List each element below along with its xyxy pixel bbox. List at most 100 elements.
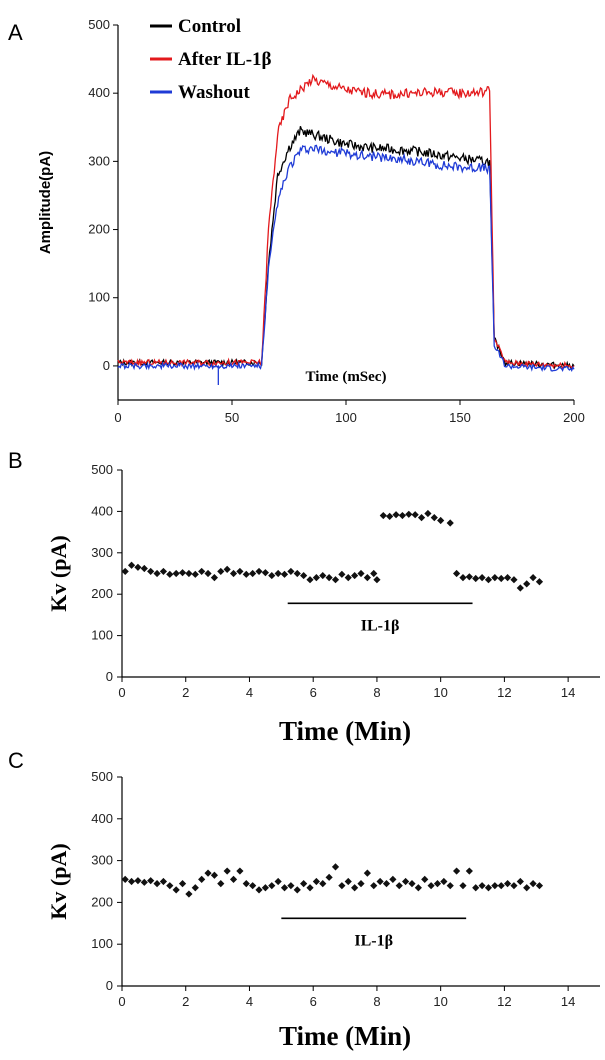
x-tick-label: 10 <box>433 994 447 1009</box>
data-point <box>217 879 225 888</box>
data-point <box>134 563 142 571</box>
data-point <box>491 882 499 890</box>
y-tick-label: 400 <box>88 85 110 100</box>
y-tick-label: 300 <box>88 153 110 168</box>
y-tick-label: 200 <box>91 586 113 601</box>
data-point <box>433 879 442 888</box>
data-point <box>172 569 180 578</box>
x-tick-label: 4 <box>246 685 253 700</box>
data-point <box>134 877 142 885</box>
data-point <box>472 574 480 583</box>
data-point <box>121 567 129 576</box>
data-point <box>503 574 512 582</box>
data-point <box>325 873 333 881</box>
data-point <box>411 511 419 519</box>
data-point <box>430 514 438 522</box>
data-point <box>280 884 289 892</box>
data-point <box>249 569 257 578</box>
data-point <box>408 879 416 888</box>
panel-label-b: B <box>8 448 23 473</box>
y-tick-label: 100 <box>91 936 113 951</box>
y-tick-label: 400 <box>91 811 113 826</box>
y-axis-label: Kv (pA) <box>46 535 71 611</box>
y-tick-label: 0 <box>103 358 110 373</box>
data-point <box>459 882 467 890</box>
y-tick-label: 100 <box>91 628 113 643</box>
data-point <box>255 886 263 894</box>
data-point <box>491 574 499 582</box>
data-point <box>204 869 212 877</box>
data-point <box>465 573 473 581</box>
data-point <box>437 516 445 525</box>
data-point <box>210 574 219 582</box>
data-point <box>242 570 250 578</box>
data-point <box>484 576 493 584</box>
y-tick-label: 500 <box>91 769 113 784</box>
x-tick-label: 50 <box>225 410 239 425</box>
x-tick-label: 6 <box>310 685 317 700</box>
data-point <box>261 884 269 892</box>
data-point <box>363 574 371 582</box>
data-point <box>529 879 537 888</box>
x-tick-label: 0 <box>118 685 125 700</box>
x-tick-label: 14 <box>561 685 575 700</box>
x-tick-label: 10 <box>433 685 447 700</box>
data-point <box>127 561 136 569</box>
data-point <box>424 509 432 518</box>
data-point <box>306 576 314 584</box>
x-tick-label: 12 <box>497 685 511 700</box>
x-tick-label: 2 <box>182 685 189 700</box>
y-tick-label: 400 <box>91 503 113 518</box>
data-point <box>147 567 155 576</box>
data-point <box>344 574 352 582</box>
y-tick-label: 500 <box>91 462 113 477</box>
x-tick-label: 8 <box>373 994 380 1009</box>
data-point <box>287 882 295 890</box>
x-tick-label: 12 <box>497 994 511 1009</box>
treatment-label: IL-1β <box>361 617 400 634</box>
data-point <box>153 569 161 578</box>
data-point <box>392 511 400 519</box>
legend-label: After IL-1β <box>178 49 272 70</box>
data-point <box>370 569 378 578</box>
data-point <box>484 884 493 892</box>
data-point <box>351 571 359 580</box>
y-tick-label: 0 <box>106 978 113 993</box>
data-point <box>236 867 244 875</box>
y-tick-label: 200 <box>88 222 110 237</box>
x-tick-label: 0 <box>114 410 121 425</box>
data-point <box>427 882 435 890</box>
data-point <box>446 519 454 527</box>
data-point <box>510 882 518 890</box>
data-point <box>357 569 365 578</box>
data-point <box>217 567 225 576</box>
data-point <box>363 869 371 877</box>
x-axis-label: Time (mSec) <box>306 369 387 385</box>
y-tick-label: 100 <box>88 290 110 305</box>
data-point <box>198 875 206 884</box>
data-point <box>166 882 174 890</box>
data-point <box>389 875 397 884</box>
data-point <box>472 884 480 892</box>
data-point <box>153 879 161 888</box>
data-point <box>459 574 467 582</box>
data-point <box>453 569 461 578</box>
data-point <box>338 882 346 890</box>
legend-label: Washout <box>178 82 250 103</box>
data-point <box>242 879 250 888</box>
data-point <box>274 877 282 886</box>
data-point <box>331 576 340 584</box>
data-point <box>172 886 180 894</box>
chart-b: 0 100 200 300 400 500 0 2 4 6 8 10 12 14 Kv (pA) Time (… <box>46 462 600 746</box>
data-point <box>497 574 505 583</box>
data-point <box>516 584 524 592</box>
x-tick-label: 6 <box>310 994 317 1009</box>
x-tick-label: 4 <box>246 994 253 1009</box>
data-point <box>338 570 346 578</box>
data-point <box>268 571 276 580</box>
series-line-washout <box>117 144 575 373</box>
data-point <box>344 877 352 886</box>
data-point <box>503 879 512 888</box>
data-point <box>236 567 244 576</box>
